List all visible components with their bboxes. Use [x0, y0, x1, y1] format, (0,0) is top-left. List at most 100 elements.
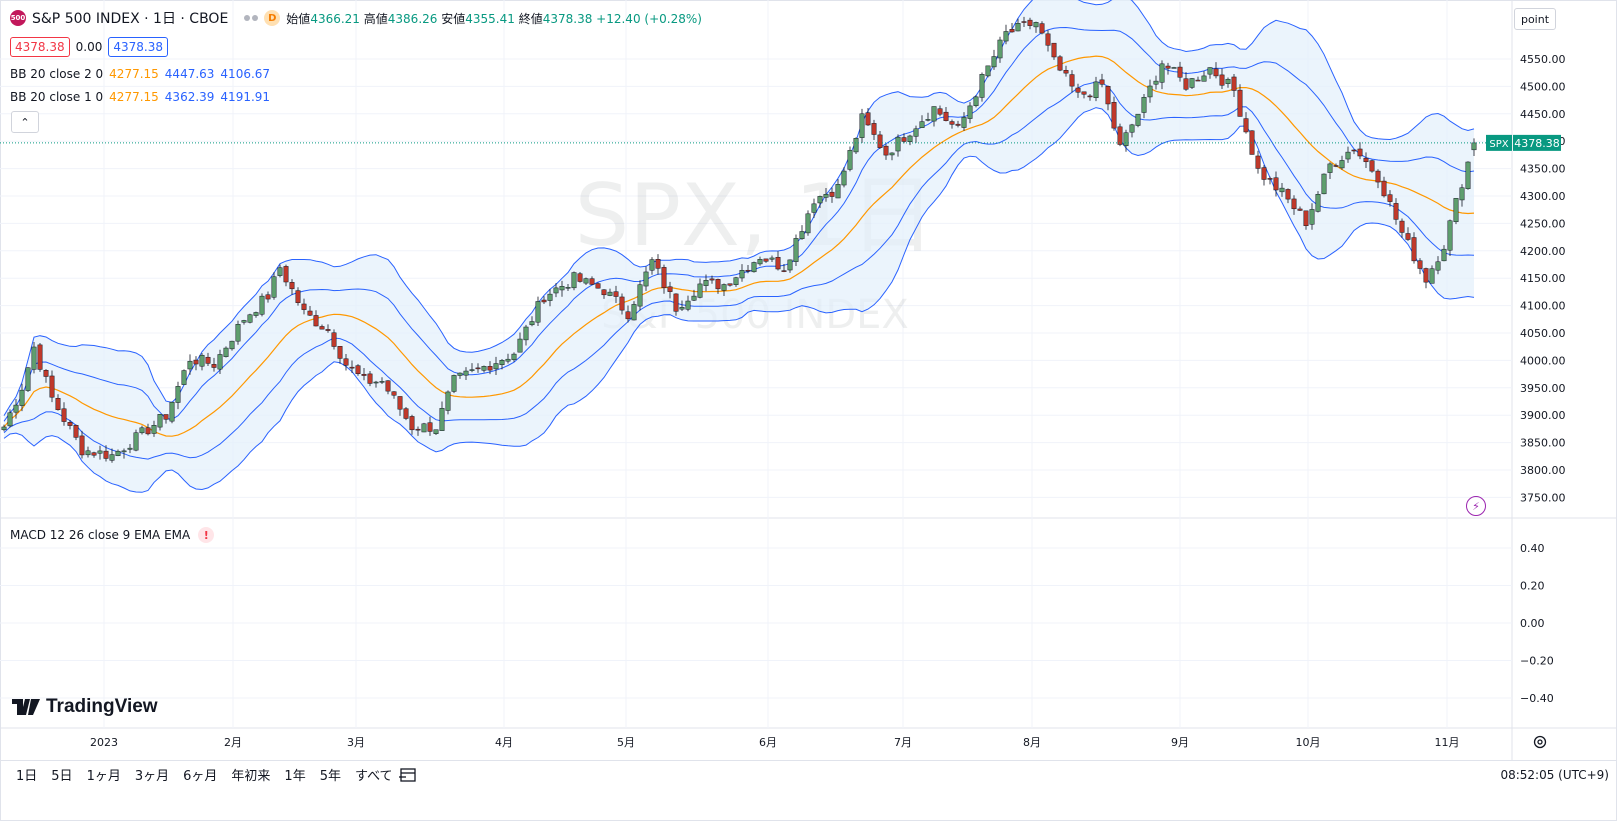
period-all[interactable]: すべて [354, 769, 393, 784]
candle-body [193, 359, 199, 365]
candle-body [781, 270, 787, 272]
candle-body [1369, 160, 1375, 172]
candle-body [1399, 220, 1405, 233]
bb2-upper: 4447.63 [164, 67, 215, 81]
candle-body [703, 279, 709, 286]
candle-body [247, 314, 253, 323]
collapse-legend-button[interactable]: ⌃ [11, 111, 39, 133]
candle-body [301, 303, 307, 310]
bb2-legend[interactable]: BB 20 close 2 0 4277.15 4447.63 4106.67 [10, 67, 270, 81]
candle-body [433, 429, 439, 434]
candle-body [379, 381, 385, 383]
candle-body [1213, 68, 1219, 77]
tradingview-logo[interactable]: TradingView [12, 696, 158, 718]
price-tick-label: 4250.00 [1520, 217, 1566, 230]
unit-button[interactable]: point [1514, 8, 1556, 30]
bb2-lower: 4106.67 [220, 67, 271, 81]
candle-body [61, 408, 67, 422]
candle-body [613, 291, 619, 297]
time-tick-label: 3月 [347, 736, 365, 749]
candle-body [1195, 79, 1201, 82]
candle-body [1465, 161, 1471, 189]
candle-body [733, 277, 739, 285]
candle-body [679, 307, 685, 310]
delayed-badge[interactable]: D [264, 10, 281, 26]
period-1m[interactable]: 1ヶ月 [86, 769, 121, 784]
candle-body [91, 452, 97, 456]
period-5d[interactable]: 5日 [51, 769, 73, 784]
period-1d[interactable]: 1日 [16, 769, 38, 784]
candle-body [331, 332, 337, 347]
bb2-label: BB 20 close 2 0 [10, 67, 104, 81]
candle-body [1099, 79, 1105, 85]
gear-icon[interactable] [1532, 734, 1548, 750]
lightning-icon[interactable]: ⚡ [1466, 496, 1486, 516]
price-tick-label: 4000.00 [1520, 354, 1566, 367]
candle-body [1201, 75, 1207, 82]
candle-body [49, 375, 55, 398]
candle-body [883, 145, 889, 156]
price-tick-label: 3800.00 [1520, 464, 1566, 477]
candle-body [133, 432, 139, 451]
price-tick-label: 4200.00 [1520, 245, 1566, 258]
candle-body [1153, 80, 1159, 85]
candle-body [691, 295, 697, 301]
time-tick-label: 5月 [617, 736, 635, 749]
candle-body [517, 338, 523, 353]
last-symbol-label: SPX [1489, 139, 1508, 150]
candle-body [223, 347, 229, 357]
candle-body [253, 312, 259, 316]
period-3m[interactable]: 3ヶ月 [134, 769, 170, 784]
candle-body [1129, 124, 1135, 133]
price-tick-label: 4050.00 [1520, 327, 1566, 340]
period-1y[interactable]: 1年 [284, 769, 306, 784]
candle-body [643, 271, 649, 287]
clock[interactable]: 08:52:05 (UTC+9) [1500, 768, 1609, 782]
candle-body [1261, 167, 1267, 180]
candle-body [619, 296, 625, 311]
candle-body [697, 283, 703, 298]
candle-body [1393, 203, 1399, 220]
candle-body [853, 138, 859, 153]
candle-body [907, 135, 913, 142]
period-5y[interactable]: 5年 [319, 769, 341, 784]
time-tick-label: 8月 [1023, 736, 1041, 749]
candle-body [967, 105, 973, 119]
candle-body [817, 196, 823, 204]
candle-body [763, 258, 769, 262]
bb1-legend[interactable]: BB 20 close 1 0 4277.15 4362.39 4191.91 [10, 90, 270, 104]
candle-body [343, 358, 349, 366]
candle-body [415, 428, 421, 431]
candle-body [547, 293, 553, 301]
sell-price-box[interactable]: 4378.38 [10, 37, 70, 57]
buy-price-box[interactable]: 4378.38 [108, 37, 168, 57]
calendar-range-icon[interactable] [398, 765, 418, 785]
period-ytd[interactable]: 年初来 [231, 769, 271, 784]
candle-body [871, 123, 877, 135]
candle-body [757, 259, 763, 265]
candle-body [1417, 260, 1423, 269]
macd-legend[interactable]: MACD 12 26 close 9 EMA EMA ! [10, 527, 215, 543]
bb-band-fill [4, 0, 1474, 493]
period-6m[interactable]: 6ヶ月 [183, 769, 218, 784]
candle-body [307, 310, 313, 316]
bb2-upper-line [3, 0, 1475, 416]
candle-body [55, 397, 61, 410]
candle-body [319, 326, 325, 330]
candle-body [925, 119, 931, 121]
candle-body [1105, 86, 1111, 105]
symbol-title[interactable]: S&P 500 INDEX · 1日 · CBOE [32, 11, 229, 27]
candle-body [1309, 209, 1315, 225]
bb2-lower-line [3, 107, 1475, 493]
candle-body [1141, 97, 1147, 113]
candle-body [1321, 173, 1327, 195]
candle-body [1039, 23, 1045, 34]
candle-body [1471, 142, 1477, 151]
bb1-lower: 4191.91 [220, 90, 271, 104]
candle-body [667, 286, 673, 292]
warning-icon[interactable]: ! [198, 527, 215, 543]
brand-name: TradingView [46, 696, 158, 717]
candle-body [151, 425, 157, 434]
candle-body [775, 256, 781, 270]
